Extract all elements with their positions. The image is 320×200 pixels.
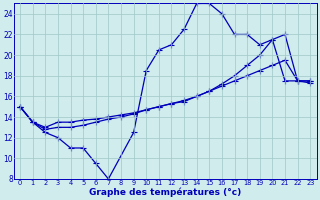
X-axis label: Graphe des températures (°c): Graphe des températures (°c) [89, 187, 241, 197]
